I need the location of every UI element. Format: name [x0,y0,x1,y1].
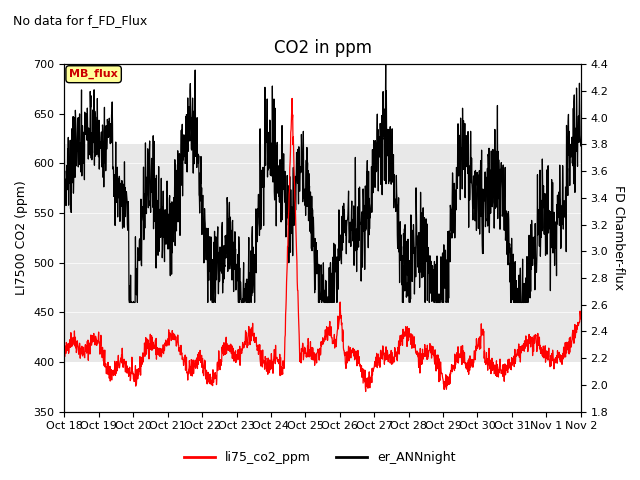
Bar [65,144,580,362]
Y-axis label: LI7500 CO2 (ppm): LI7500 CO2 (ppm) [15,180,28,295]
Title: CO2 in ppm: CO2 in ppm [273,39,372,57]
Y-axis label: FD Chamber-flux: FD Chamber-flux [612,185,625,290]
Legend: li75_co2_ppm, er_ANNnight: li75_co2_ppm, er_ANNnight [179,446,461,469]
Text: MB_flux: MB_flux [69,69,118,79]
Text: No data for f_FD_Flux: No data for f_FD_Flux [13,14,147,27]
